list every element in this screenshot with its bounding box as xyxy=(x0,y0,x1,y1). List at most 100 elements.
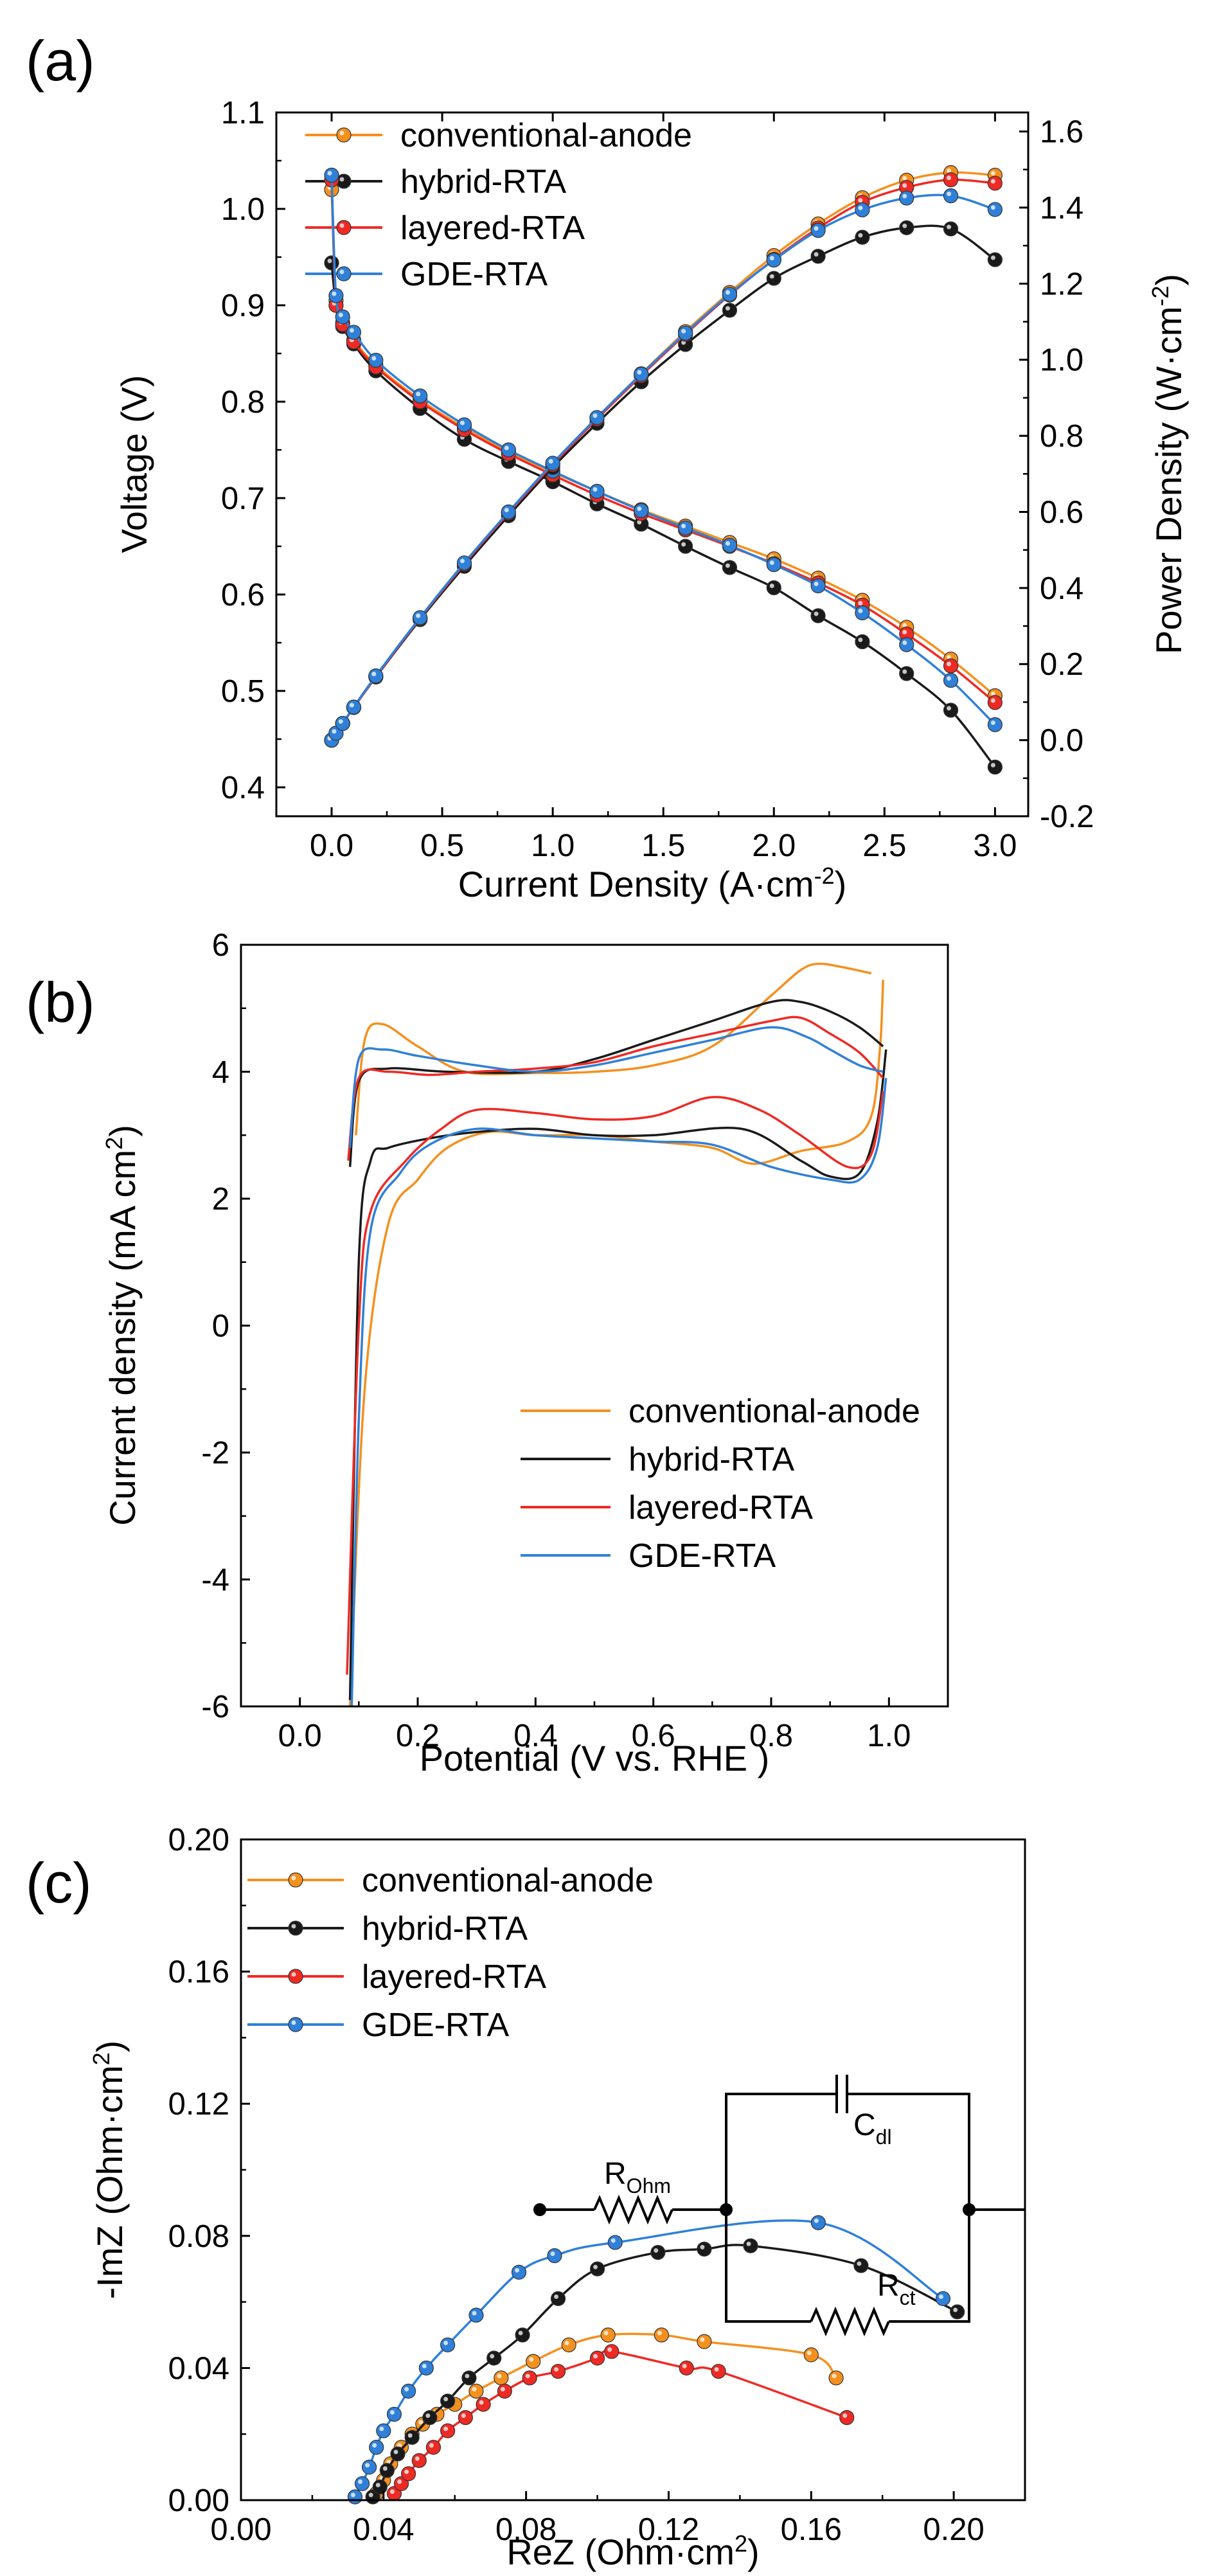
panel-c-legend-marker-highlight xyxy=(291,1875,296,1881)
panel-c-point-highlight xyxy=(379,2426,384,2431)
panel-b-cathodic-scan xyxy=(346,1090,884,1675)
panel-b-series-gde-rta xyxy=(348,1026,887,1707)
panel-a-power-point xyxy=(855,229,870,245)
panel-c-point xyxy=(803,2347,819,2363)
panel-a-voltage-point-body xyxy=(987,695,1003,710)
panel-a-power-point-highlight xyxy=(769,256,774,261)
panel-c-point xyxy=(679,2360,694,2375)
panel-a-y-tick-label: 0.5 xyxy=(221,674,265,709)
panel-a-voltage-point-highlight xyxy=(637,506,642,511)
panel-b-y-axis-label: Current density (mA cm2) xyxy=(101,1125,143,1526)
panel-c-point xyxy=(828,2370,844,2386)
panel-a-voltage-point-body xyxy=(987,759,1003,775)
panel-a-power-point xyxy=(987,252,1003,267)
panel-a-power-point xyxy=(501,504,516,520)
panel-c-point xyxy=(561,2337,576,2353)
r-ct-resistor xyxy=(810,2306,890,2337)
panel-a-power-point xyxy=(810,249,826,264)
panel-c-legend-marker-body xyxy=(288,2017,303,2032)
panel-a-power-point xyxy=(335,715,350,731)
panel-c-point-highlight xyxy=(550,2251,555,2257)
panel-c-point-highlight xyxy=(610,2238,616,2243)
panel-c-point xyxy=(354,2476,370,2491)
panel-b-cathodic-scan xyxy=(350,1078,887,1707)
panel-c-point xyxy=(550,2363,566,2379)
panel-b-y-tick-label: 6 xyxy=(212,928,229,963)
panel-c-point-body xyxy=(411,2453,427,2468)
panel-c-label: (c) xyxy=(26,1851,92,1915)
panel-c-point xyxy=(418,2360,434,2375)
panel-a-power-point-highlight xyxy=(990,179,995,184)
panel-a-voltage-point-body xyxy=(589,483,605,499)
panel-a-voltage-point-highlight xyxy=(990,698,995,703)
panel-a-power-point-highlight xyxy=(371,672,377,677)
panel-c-legend-marker xyxy=(288,1872,303,1888)
panel-c-point-body xyxy=(607,2235,623,2250)
panel-a-voltage-point-body xyxy=(368,352,384,368)
panel-c-point-highlight xyxy=(518,2330,523,2336)
panel-a-power-point-body xyxy=(943,188,959,204)
panel-c-point-highlight xyxy=(654,2248,659,2253)
panel-c-point-highlight xyxy=(700,2244,705,2250)
panel-a-power-point xyxy=(413,610,428,625)
panel-a-power-point xyxy=(545,456,560,471)
panel-c-point-highlight xyxy=(700,2337,705,2342)
panel-b-x-ticks: 0.0 0.2 0.4 0.6 0.8 1.0 xyxy=(240,1697,949,1753)
panel-c-point-body xyxy=(604,2344,619,2359)
panel-b-x-tick-label: 1.0 xyxy=(867,1719,911,1753)
panel-c-legend-label: conventional-anode xyxy=(362,1862,654,1899)
panel-a-voltage-point-highlight xyxy=(814,611,819,616)
circuit-wire xyxy=(725,2093,837,2210)
panel-a-power-point xyxy=(943,188,959,204)
panel-a-legend-label: conventional-anode xyxy=(400,117,692,154)
panel-c-point-body xyxy=(853,2258,869,2273)
panel-c-point xyxy=(950,2304,965,2320)
panel-a-voltage-point xyxy=(678,539,693,554)
panel-a: (a) conventional-anode hybrid-RTA layered-… xyxy=(26,29,1189,904)
panel-a-power-point-highlight xyxy=(990,205,995,210)
panel-c-point-body xyxy=(401,2466,416,2482)
panel-a-legend-marker xyxy=(336,220,352,235)
panel-c-point xyxy=(494,2370,509,2386)
panel-a-power-point-body xyxy=(899,220,914,235)
panel-c-point-body xyxy=(440,2423,456,2438)
panel-c-point-highlight xyxy=(418,2420,423,2425)
panel-c-point-body xyxy=(386,2406,402,2422)
panel-a-voltage-point-highlight xyxy=(858,601,863,605)
panel-a-voltage-point-body xyxy=(413,388,428,404)
panel-c-point-highlight xyxy=(443,2340,449,2345)
panel-c-point-body xyxy=(404,2429,420,2445)
panel-a-y-tick-label: 0.4 xyxy=(221,771,265,805)
panel-a-voltage-point-body xyxy=(810,608,826,623)
panel-c-point xyxy=(461,2370,477,2386)
panel-c-point xyxy=(839,2410,855,2426)
circuit-wire xyxy=(889,2210,970,2323)
panel-a-voltage-point-body xyxy=(324,255,339,271)
panel-a-power-point xyxy=(456,555,472,571)
panel-a-power-point xyxy=(899,190,914,206)
panel-c-point xyxy=(369,2440,384,2455)
panel-c-point xyxy=(379,2463,395,2478)
panel-a-y2-tick-label: 0.4 xyxy=(1040,571,1083,606)
panel-b-legend-item-hybrid-rta: hybrid-RTA xyxy=(521,1441,794,1478)
panel-c-point xyxy=(404,2429,420,2445)
panel-a-voltage-point xyxy=(589,483,605,499)
panel-a-legend-item-hybrid-rta: hybrid-RTA xyxy=(305,163,566,201)
panel-c-point-body xyxy=(372,2479,388,2495)
panel-a-power-point-highlight xyxy=(338,719,343,724)
panel-a-voltage-point xyxy=(766,557,781,573)
panel-a-voltage-point-body xyxy=(722,537,738,553)
panel-c-point-body xyxy=(550,2363,566,2379)
panel-c-point-body xyxy=(561,2337,576,2353)
panel-a-voltage-point-highlight xyxy=(332,291,337,296)
panel-c-point-highlight xyxy=(443,2397,449,2402)
panel-a-power-point xyxy=(943,221,959,237)
panel-c-point xyxy=(390,2446,405,2462)
panel-a-power-point xyxy=(589,410,605,425)
panel-a-power-point-body xyxy=(456,555,472,571)
panel-c-legend-label: GDE-RTA xyxy=(362,2007,510,2044)
panel-a-legend-marker-highlight xyxy=(339,269,344,274)
panel-a-frame xyxy=(275,111,1029,818)
panel-c-point-body xyxy=(369,2440,384,2455)
